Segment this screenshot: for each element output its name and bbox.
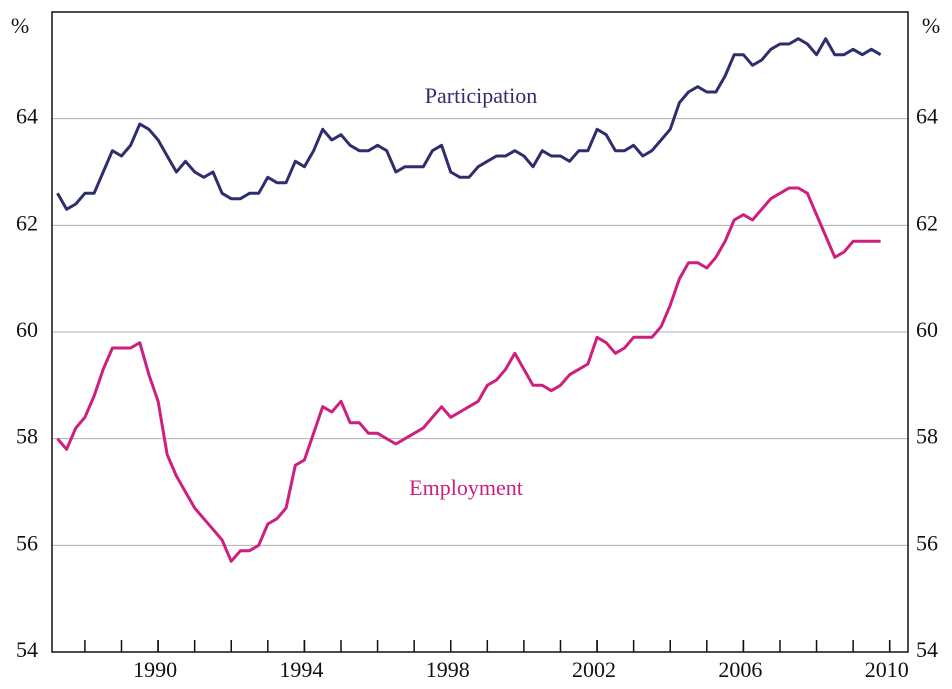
plot-frame [51, 11, 909, 653]
series-label: Employment [409, 475, 523, 500]
y-tick-label: 60 [16, 317, 38, 342]
y-tick-label-right: 64 [916, 104, 938, 129]
x-tick-label: 2002 [572, 657, 616, 682]
y-tick-label: 58 [16, 424, 38, 449]
series-label: Participation [425, 83, 537, 108]
x-tick-label: 1990 [133, 657, 177, 682]
y-tick-label-right: 54 [916, 637, 938, 662]
y-tick-label: 56 [16, 530, 38, 555]
x-tick-label: 1998 [426, 657, 470, 682]
y-tick-label: 54 [16, 637, 38, 662]
y-tick-label-right: 58 [916, 424, 938, 449]
y-unit-left: % [11, 13, 29, 38]
y-tick-label-right: 62 [916, 210, 938, 235]
series-line [56, 37, 882, 211]
x-tick-label: 1994 [279, 657, 323, 682]
y-tick-label-right: 56 [916, 530, 938, 555]
x-tick-label: 2010 [865, 657, 909, 682]
series-line [56, 186, 881, 563]
y-unit-right: % [922, 13, 940, 38]
y-tick-label: 64 [16, 104, 38, 129]
y-tick-label-right: 60 [916, 317, 938, 342]
y-tick-label: 62 [16, 210, 38, 235]
x-tick-label: 2006 [718, 657, 762, 682]
